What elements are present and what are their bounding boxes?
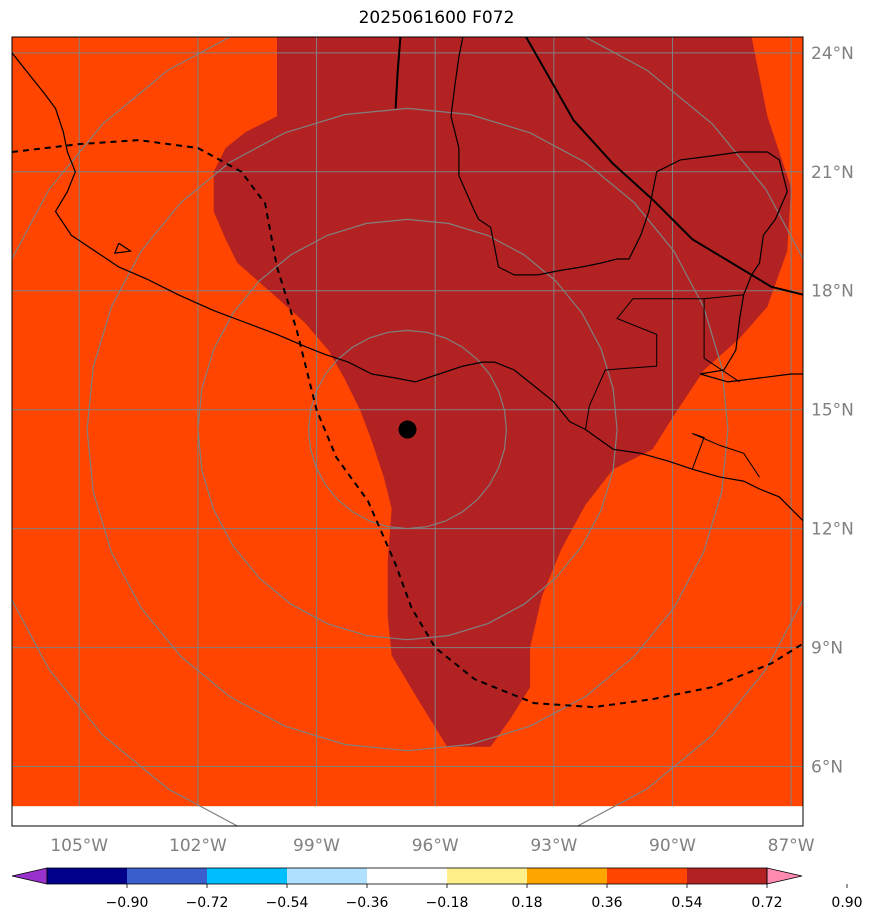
colorbar-tick-label: 0.18: [511, 895, 542, 911]
colorbar-tick-label: 0.72: [751, 895, 782, 911]
lon-tick-label: 102°W: [169, 836, 227, 856]
latitude-tick-labels: 24°N 21°N 18°N 15°N 12°N 9°N 6°N: [811, 44, 854, 778]
lon-tick-label: 99°W: [293, 836, 340, 856]
lat-tick-label: 24°N: [811, 44, 854, 64]
map-title: 2025061600 F072: [358, 8, 515, 28]
coastlines: [12, 37, 803, 522]
colorbar-tick-label: −0.72: [186, 895, 229, 911]
country-borders: [585, 294, 760, 478]
colorbar-extend-low: [11, 867, 48, 885]
colorbar-segment: [127, 868, 208, 884]
border-line: [691, 433, 760, 478]
colorbar-extend-high: [766, 867, 803, 885]
colorbar-tick-label: −0.18: [426, 895, 469, 911]
range-ring: [86, 107, 729, 752]
solid-track-line: [525, 37, 803, 296]
colorbar-segment: [207, 868, 288, 884]
colorbar-tick-label: 0.36: [591, 895, 622, 911]
lat-tick-label: 12°N: [811, 520, 854, 540]
range-rings: [12, 37, 803, 826]
field-high-region: [213, 37, 792, 747]
coastline: [113, 242, 133, 254]
colorbar-tick-label: 0.54: [671, 895, 702, 911]
range-ring: [197, 218, 618, 641]
lon-tick-label: 87°W: [768, 836, 815, 856]
longitude-tick-labels: 105°W 102°W 99°W 96°W 93°W 90°W 87°W: [50, 836, 814, 856]
lon-tick-label: 105°W: [50, 836, 108, 856]
dashed-track-line: [12, 139, 803, 709]
colorbar-segment: [607, 868, 688, 884]
colorbar-segment: [287, 868, 368, 884]
plot-frame: [11, 36, 804, 827]
lat-tick-label: 9°N: [811, 639, 843, 659]
colorbar-frame: [46, 867, 768, 885]
colorbar-tick-label: 0.90: [831, 895, 862, 911]
coastline: [450, 37, 803, 383]
range-ring: [12, 37, 803, 826]
colorbar-segment: [367, 868, 448, 884]
colorbar-tick-label: −0.36: [346, 895, 389, 911]
lon-tick-label: 90°W: [649, 836, 696, 856]
colorbar-segment: [527, 868, 608, 884]
colorbar-segment: [687, 868, 768, 884]
colorbar-segment: [47, 868, 128, 884]
graticule: [12, 37, 803, 807]
solid-track-line-north: [394, 37, 402, 109]
lon-tick-label: 93°W: [530, 836, 577, 856]
colorbar-tick-label: −0.54: [266, 895, 309, 911]
lat-tick-label: 21°N: [811, 163, 854, 183]
lat-tick-label: 15°N: [811, 401, 854, 421]
border-line: [585, 298, 740, 430]
colorbar-tick-label: −0.90: [106, 895, 149, 911]
lat-tick-label: 6°N: [811, 758, 843, 778]
border-line: [704, 294, 744, 300]
lon-tick-label: 96°W: [412, 836, 459, 856]
colorbar-segment: [447, 868, 528, 884]
range-ring: [307, 329, 508, 530]
coastline: [12, 52, 803, 522]
colorbar: −0.90 −0.72 −0.54 −0.36 −0.18 0.18 0.36 0.54 0.7…: [11, 867, 863, 911]
lat-tick-label: 18°N: [811, 282, 854, 302]
storm-center-marker: [398, 420, 417, 439]
